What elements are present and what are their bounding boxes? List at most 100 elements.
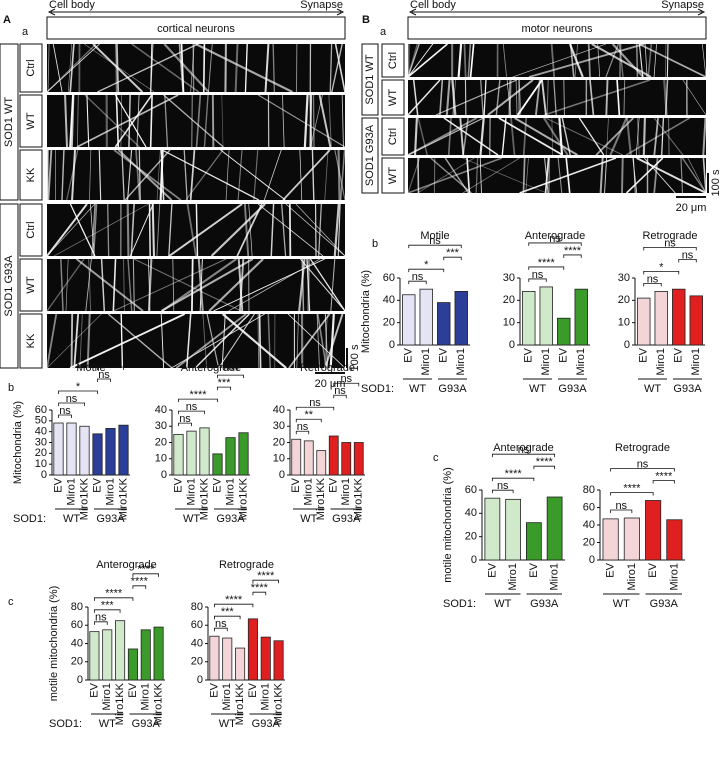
group-label: G93A [332, 513, 361, 525]
kymograph-track [53, 203, 149, 257]
y-tick-label: 30 [35, 436, 47, 448]
significance-bracket [58, 402, 85, 406]
kymograph-track [267, 313, 272, 369]
significance-bracket [408, 268, 445, 273]
significance-label: ** [304, 409, 313, 421]
significance-label: ns [179, 413, 191, 425]
kymograph-track [150, 43, 154, 93]
row-label: WT [387, 167, 399, 184]
bar [291, 438, 302, 476]
kymograph-track [234, 43, 239, 93]
kymograph-track [126, 203, 130, 257]
kymograph-track [270, 203, 275, 257]
significance-label: *** [446, 247, 460, 259]
kymograph-track [303, 94, 309, 148]
kymograph-track [121, 149, 125, 201]
significance-bracket [491, 453, 556, 458]
kymograph-track [47, 43, 50, 93]
kymograph-track [76, 94, 179, 148]
significance-bracket [295, 406, 335, 411]
bar [115, 620, 126, 681]
panel-letter: B [362, 14, 370, 26]
x-tick-label: Miro1 [260, 683, 272, 711]
group-label: WT [63, 513, 80, 525]
kymograph-track [636, 117, 640, 156]
panel-letter: b [8, 382, 14, 394]
group-label: G93A [650, 598, 679, 610]
significance-bracket [132, 585, 147, 589]
kymograph-track [86, 94, 90, 148]
bar [102, 629, 113, 681]
kymograph-track [462, 157, 547, 194]
kymograph-track [86, 313, 91, 369]
x-tick-label: Miro1 [101, 683, 113, 711]
kymograph-track [595, 117, 634, 156]
kymograph-track [117, 149, 173, 201]
significance-label: ns [297, 421, 309, 433]
kymograph-track [502, 43, 508, 78]
y-tick-label: 20 [273, 436, 285, 448]
kymograph-track [653, 117, 684, 156]
bar [654, 290, 668, 346]
y-tick-label: 0 [509, 339, 515, 351]
panel-sub-letter: a [22, 26, 29, 38]
kymograph-track [160, 313, 165, 369]
kymograph-track [85, 258, 92, 312]
kymograph-track [236, 203, 263, 257]
kymograph-track [515, 79, 518, 116]
y-axis-label: motile mitochondria (%) [48, 586, 60, 702]
kymograph-track [605, 79, 609, 116]
significance-label: ns [532, 269, 544, 281]
significance-label: **** [623, 482, 641, 494]
y-axis-label: Mitochondria (%) [360, 270, 372, 353]
y-tick-label: 40 [465, 507, 477, 519]
y-tick-label: 50 [35, 415, 47, 427]
group-label: SOD1 WT [364, 54, 376, 104]
kymograph-track [91, 203, 96, 257]
group-label: G93A [438, 383, 467, 395]
y-tick-label: 60 [383, 272, 395, 284]
kymograph [47, 259, 345, 311]
bar [539, 286, 553, 346]
y-tick-label: 20 [503, 294, 515, 306]
significance-bracket [97, 366, 124, 370]
kymograph-track [46, 313, 102, 369]
kymograph-track [329, 313, 335, 369]
significance-label: * [424, 259, 429, 271]
kymograph-track [407, 43, 434, 78]
y-tick-label: 30 [618, 272, 630, 284]
kymograph-track [604, 157, 608, 194]
kymograph-track [318, 94, 332, 148]
bar [437, 302, 451, 346]
x-tick-label: Miro1 [303, 478, 315, 506]
kymograph-track [466, 157, 471, 194]
kymograph-track [189, 149, 196, 201]
kymograph-track [168, 203, 173, 257]
kymograph-track [525, 157, 529, 194]
kymograph-track [211, 94, 215, 148]
significance-bracket [178, 410, 205, 415]
kymograph-track [479, 157, 482, 194]
kymograph-track [160, 258, 254, 312]
chart-title: Motile [420, 230, 449, 242]
significance-label: **** [189, 389, 207, 401]
kymograph-track [638, 43, 707, 78]
kymograph-track [543, 117, 569, 156]
kymograph-track [69, 313, 186, 369]
kymograph-track [702, 157, 707, 194]
kymograph-track [228, 258, 321, 312]
y-tick-label: 0 [471, 554, 477, 566]
x-tick-label: Miro1 [507, 563, 519, 591]
kymograph-track [98, 149, 102, 201]
kymograph-track [591, 43, 652, 78]
bar [303, 440, 314, 476]
kymograph-track [45, 149, 49, 201]
x-tick-label: EV [247, 682, 259, 697]
bar [118, 424, 129, 476]
kymograph-track [337, 203, 341, 257]
kymograph-track [202, 313, 208, 369]
significance-label: ns [215, 618, 227, 630]
kymograph-track [324, 149, 329, 201]
panel-letter: c [8, 596, 14, 608]
